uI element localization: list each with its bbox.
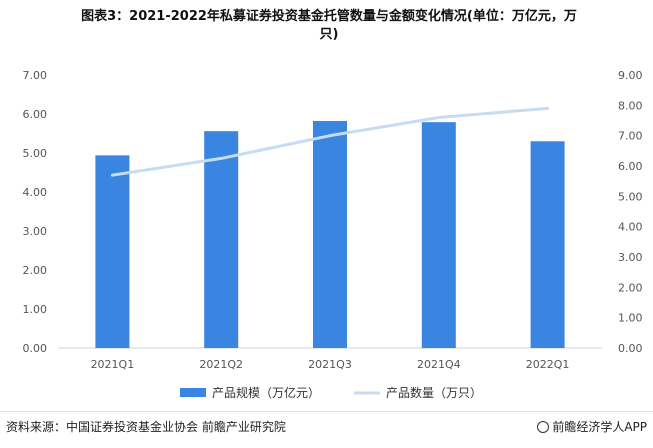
y-right-tick-label: 2.00 — [618, 281, 643, 294]
y-right-tick-label: 3.00 — [618, 251, 643, 264]
y-right-tick-label: 4.00 — [618, 221, 643, 234]
y-right-tick-label: 7.00 — [618, 130, 643, 143]
source-note: 资料来源：中国证券投资基金业协会 前瞻产业研究院 — [6, 420, 286, 434]
legend-label-bar: 产品规模（万亿元） — [212, 385, 320, 400]
bar-product-scale — [421, 122, 456, 348]
bar-product-scale — [313, 121, 347, 349]
y-right-tick-label: 8.00 — [618, 99, 643, 112]
y-left-tick-label: 1.00 — [23, 303, 48, 316]
brand-text: 前瞻经济学人APP — [552, 420, 647, 434]
chart-title-line2: 只) — [319, 27, 339, 42]
y-right-tick-label: 6.00 — [618, 160, 643, 173]
x-tick-label: 2021Q3 — [308, 358, 352, 371]
brand-logo-icon — [537, 421, 550, 433]
y-left-tick-label: 0.00 — [23, 342, 48, 355]
bar-product-scale — [95, 155, 130, 348]
brand-label: 前瞻经济学人APP — [537, 418, 647, 435]
bar-product-scale — [204, 131, 239, 348]
legend-item-bar: 产品规模（万亿元） — [180, 385, 320, 400]
x-tick-label: 2021Q2 — [199, 358, 243, 371]
y-left-tick-label: 3.00 — [23, 225, 48, 238]
bar-product-scale — [530, 141, 565, 348]
y-left-tick-label: 7.00 — [23, 69, 48, 82]
y-left-tick-label: 5.00 — [23, 147, 48, 160]
legend-label-line: 产品数量（万只） — [386, 385, 482, 400]
footer-divider — [0, 411, 653, 412]
y-right-tick-label: 1.00 — [618, 312, 643, 325]
chart-title: 图表3：2021-2022年私募证券投资基金托管数量与金额变化情况(单位：万亿元… — [5, 8, 653, 44]
x-tick-label: 2021Q4 — [417, 358, 461, 371]
legend-swatch-bar — [180, 388, 206, 397]
y-right-tick-label: 0.00 — [618, 342, 643, 355]
y-right-tick-label: 5.00 — [618, 190, 643, 203]
y-left-tick-label: 2.00 — [23, 264, 48, 277]
chart-title-line1: 图表3：2021-2022年私募证券投资基金托管数量与金额变化情况(单位：万亿元… — [81, 9, 577, 24]
x-tick-label: 2021Q1 — [91, 358, 135, 371]
y-right-tick-label: 9.00 — [618, 69, 643, 82]
legend-item-line: 产品数量（万只） — [354, 385, 482, 400]
y-left-tick-label: 4.00 — [23, 186, 48, 199]
x-tick-label: 2022Q1 — [526, 358, 570, 371]
y-left-tick-label: 6.00 — [23, 108, 48, 121]
